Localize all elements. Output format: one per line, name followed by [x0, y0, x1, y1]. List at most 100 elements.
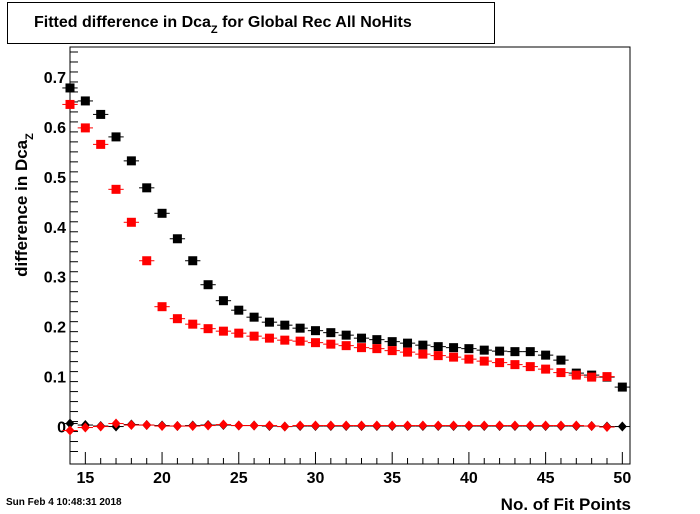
data-point: [310, 338, 320, 348]
data-point: [65, 418, 75, 429]
data-point: [326, 339, 336, 349]
data-point: [341, 341, 351, 351]
y-tick-label: 0.5: [44, 170, 66, 187]
y-tick-label: 0.1: [44, 370, 66, 387]
data-point: [111, 184, 121, 194]
data-point: [357, 343, 367, 353]
data-point: [295, 420, 305, 431]
data-point: [310, 326, 320, 336]
data-point: [96, 139, 106, 149]
data-point: [541, 420, 551, 431]
data-point: [218, 326, 228, 336]
data-point: [188, 421, 198, 432]
data-point: [326, 328, 336, 338]
data-point: [218, 296, 228, 306]
data-point: [510, 347, 520, 357]
data-point: [464, 344, 474, 354]
data-point: [387, 346, 397, 356]
data-point: [510, 420, 520, 431]
data-point: [495, 420, 505, 431]
data-point: [126, 217, 136, 227]
data-point: [172, 421, 182, 432]
data-point: [372, 344, 382, 354]
data-point: [80, 123, 90, 133]
data-point: [510, 360, 520, 370]
data-point: [357, 333, 367, 343]
data-point: [433, 342, 443, 352]
data-point: [234, 420, 244, 431]
y-tick-label: 0.7: [44, 70, 66, 87]
data-point: [617, 421, 627, 432]
data-point: [80, 422, 90, 433]
data-point: [188, 319, 198, 329]
x-tick-label: 25: [230, 470, 248, 487]
x-axis-title: No. of Fit Points: [501, 495, 631, 514]
data-point: [96, 109, 106, 119]
data-point: [264, 420, 274, 431]
data-point: [142, 420, 152, 431]
data-point: [556, 368, 566, 378]
data-point: [433, 420, 443, 431]
y-tick-label: 0.2: [44, 320, 66, 337]
data-point: [403, 338, 413, 348]
data-point: [203, 280, 213, 290]
series-4: [62, 418, 615, 436]
data-point: [249, 420, 259, 431]
data-point: [495, 358, 505, 368]
data-point: [234, 305, 244, 315]
chart-title: Fitted difference in DcaZ for Global Rec…: [34, 14, 412, 36]
data-point: [310, 420, 320, 431]
data-point: [142, 256, 152, 266]
data-point: [157, 421, 167, 432]
data-point: [464, 354, 474, 364]
data-point: [65, 425, 75, 436]
data-point: [541, 350, 551, 360]
data-point: [264, 333, 274, 343]
data-point: [418, 340, 428, 350]
data-point: [111, 132, 121, 142]
data-point: [418, 420, 428, 431]
data-point: [449, 352, 459, 362]
data-point: [172, 314, 182, 324]
data-point: [280, 335, 290, 345]
data-point: [157, 208, 167, 218]
x-tick-label: 35: [383, 470, 401, 487]
x-tick-label: 15: [76, 470, 94, 487]
data-point: [602, 422, 612, 433]
data-point: [249, 312, 259, 322]
series-2: [62, 99, 615, 382]
data-point: [172, 234, 182, 244]
chart-title-box: [7, 2, 495, 44]
series-1: [62, 83, 630, 392]
x-tick-label: 20: [153, 470, 171, 487]
y-tick-label: 0.4: [44, 220, 66, 237]
data-point: [387, 337, 397, 347]
data-point: [111, 418, 121, 429]
data-point: [126, 420, 136, 431]
data-point: [372, 420, 382, 431]
data-point: [433, 351, 443, 361]
data-point: [218, 419, 228, 430]
data-point: [479, 420, 489, 431]
data-point: [280, 421, 290, 432]
data-point: [587, 421, 597, 432]
data-point: [203, 324, 213, 334]
data-point: [142, 183, 152, 193]
data-point: [556, 355, 566, 365]
data-point: [341, 330, 351, 340]
data-point: [525, 347, 535, 357]
x-tick-label: 30: [307, 470, 325, 487]
data-point: [280, 320, 290, 330]
data-point: [418, 349, 428, 359]
data-point: [188, 256, 198, 266]
data-point: [387, 420, 397, 431]
data-point: [479, 345, 489, 355]
data-point: [525, 362, 535, 372]
data-point: [264, 317, 274, 327]
data-point: [65, 83, 75, 93]
data-point: [126, 156, 136, 166]
data-point: [203, 420, 213, 431]
y-tick-label: 0.6: [44, 120, 66, 137]
data-point: [556, 420, 566, 431]
